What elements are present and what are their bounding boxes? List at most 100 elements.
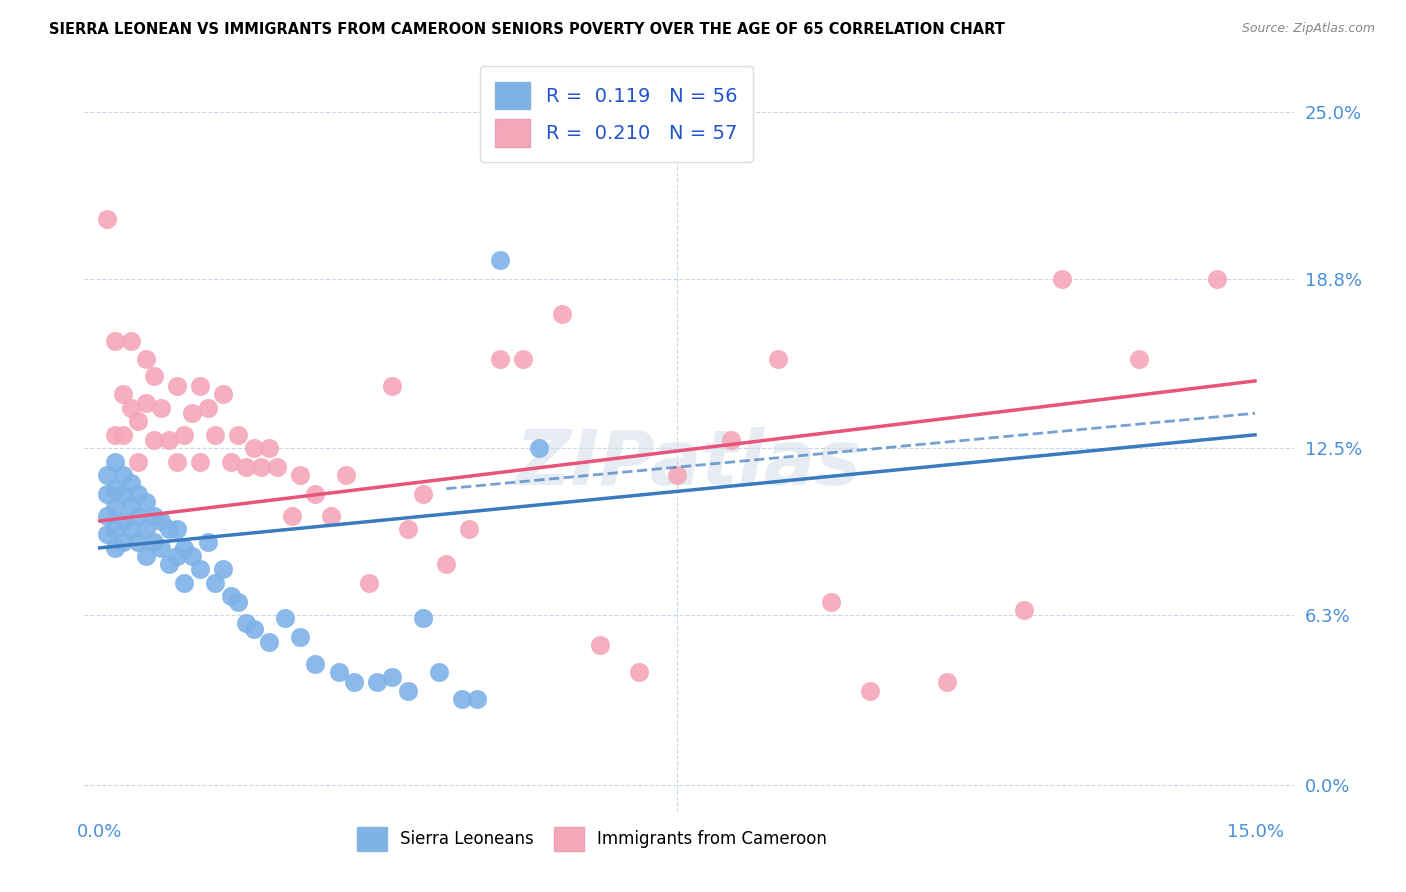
Point [173, 541, 195, 555]
Point [188, 562, 211, 576]
Point [157, 433, 180, 447]
Point [936, 675, 959, 690]
Point [96, 212, 118, 227]
Point [250, 460, 273, 475]
Point [235, 616, 257, 631]
Point [319, 508, 342, 523]
Point [157, 557, 180, 571]
Point [219, 455, 242, 469]
Point [335, 468, 357, 483]
Point [434, 557, 457, 571]
Text: ZIPatlas: ZIPatlas [516, 426, 862, 500]
Point [235, 460, 257, 475]
Point [96, 508, 118, 523]
Point [489, 352, 512, 367]
Point [135, 549, 157, 563]
Point [450, 691, 472, 706]
Point [120, 476, 142, 491]
Point [328, 665, 350, 679]
Text: Source: ZipAtlas.com: Source: ZipAtlas.com [1241, 22, 1375, 36]
Point [527, 442, 550, 456]
Point [212, 562, 235, 576]
Point [266, 460, 288, 475]
Point [304, 487, 326, 501]
Point [135, 522, 157, 536]
Text: SIERRA LEONEAN VS IMMIGRANTS FROM CAMEROON SENIORS POVERTY OVER THE AGE OF 65 CO: SIERRA LEONEAN VS IMMIGRANTS FROM CAMERO… [49, 22, 1005, 37]
Point [666, 468, 689, 483]
Point [142, 535, 165, 549]
Point [396, 683, 419, 698]
Point [111, 468, 134, 483]
Point [257, 442, 280, 456]
Point [104, 334, 127, 348]
Point [589, 638, 612, 652]
Point [150, 514, 173, 528]
Point [465, 691, 488, 706]
Point [204, 427, 226, 442]
Point [1205, 271, 1227, 285]
Point [381, 670, 404, 684]
Point [135, 395, 157, 409]
Point [412, 487, 434, 501]
Point [859, 683, 882, 698]
Point [104, 541, 127, 555]
Point [166, 522, 188, 536]
Point [181, 406, 204, 420]
Point [1128, 352, 1150, 367]
Point [243, 622, 266, 636]
Point [142, 508, 165, 523]
Point [188, 379, 211, 393]
Point [412, 611, 434, 625]
Point [104, 427, 127, 442]
Point [111, 487, 134, 501]
Point [150, 401, 173, 415]
Point [127, 455, 149, 469]
Point [720, 433, 742, 447]
Point [281, 508, 304, 523]
Point [96, 487, 118, 501]
Point [273, 611, 295, 625]
Point [204, 575, 226, 590]
Point [304, 657, 326, 671]
Point [288, 630, 311, 644]
Point [142, 368, 165, 383]
Point [150, 541, 173, 555]
Point [197, 535, 219, 549]
Point [512, 352, 534, 367]
Point [120, 401, 142, 415]
Point [104, 455, 127, 469]
Point [111, 535, 134, 549]
Point [197, 401, 219, 415]
Point [142, 433, 165, 447]
Point [820, 595, 842, 609]
Point [173, 427, 195, 442]
Point [1012, 603, 1035, 617]
Point [96, 468, 118, 483]
Point [173, 575, 195, 590]
Point [157, 522, 180, 536]
Point [166, 455, 188, 469]
Point [127, 535, 149, 549]
Point [212, 387, 235, 401]
Point [427, 665, 450, 679]
Point [120, 334, 142, 348]
Point [766, 352, 789, 367]
Point [127, 508, 149, 523]
Point [219, 590, 242, 604]
Point [458, 522, 481, 536]
Point [111, 427, 134, 442]
Point [96, 527, 118, 541]
Point [381, 379, 404, 393]
Point [104, 482, 127, 496]
Point [127, 487, 149, 501]
Point [1052, 271, 1074, 285]
Point [166, 549, 188, 563]
Point [111, 387, 134, 401]
Point [127, 414, 149, 428]
Point [111, 514, 134, 528]
Point [181, 549, 204, 563]
Point [104, 500, 127, 515]
Point [257, 635, 280, 649]
Point [188, 455, 211, 469]
Point [366, 675, 388, 690]
